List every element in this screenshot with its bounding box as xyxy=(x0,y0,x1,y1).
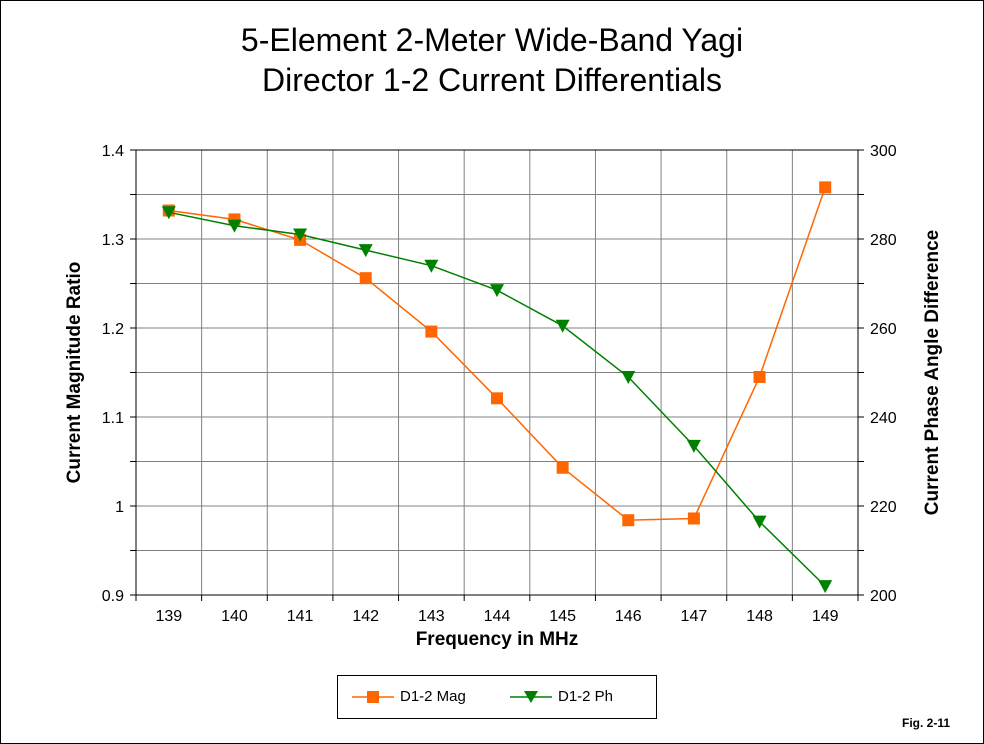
legend-swatch-mag xyxy=(352,691,394,703)
x-tick-label: 149 xyxy=(812,608,839,625)
y2-axis-label: Current Phase Angle Difference xyxy=(922,230,943,515)
data-point-mag xyxy=(819,181,832,194)
y-tick-label: 1.2 xyxy=(102,321,124,338)
y-tick-label: 1.4 xyxy=(102,143,124,160)
data-point-ph xyxy=(161,206,176,220)
data-point-mag xyxy=(556,461,569,474)
data-point-ph xyxy=(358,244,373,258)
y-tick-label: 1.1 xyxy=(102,410,124,427)
data-point-mag xyxy=(753,370,766,383)
data-point-mag xyxy=(687,512,700,525)
data-point-mag xyxy=(491,392,503,405)
data-point-ph xyxy=(621,370,636,384)
figure-label: Fig. 2-11 xyxy=(902,716,951,730)
x-tick-label: 143 xyxy=(418,608,445,625)
x-tick-label: 146 xyxy=(615,608,642,625)
y2-tick-label: 240 xyxy=(870,410,897,427)
x-tick-label: 145 xyxy=(549,608,576,625)
y2-tick-label: 280 xyxy=(870,232,897,249)
legend-label-mag: D1-2 Mag xyxy=(400,688,466,705)
y2-tick-label: 300 xyxy=(870,143,897,160)
y-tick-label: 1.3 xyxy=(102,232,124,249)
data-point-ph xyxy=(686,439,701,453)
data-point-mag xyxy=(622,514,635,527)
y-tick-label: 1 xyxy=(115,499,124,516)
legend-label-ph: D1-2 Ph xyxy=(558,688,614,705)
chart-title: 5-Element 2-Meter Wide-Band Yagi xyxy=(240,22,744,58)
y2-tick-label: 220 xyxy=(870,499,897,516)
legend: D1-2 Mag D1-2 Ph xyxy=(337,675,657,719)
data-point-ph xyxy=(752,515,767,529)
x-axis-label: Frequency in MHz xyxy=(416,629,579,650)
data-point-mag xyxy=(359,272,372,285)
y2-tick-label: 260 xyxy=(870,321,897,338)
data-point-ph xyxy=(818,580,833,594)
y2-tick-label: 200 xyxy=(870,588,897,605)
chart-subtitle: Director 1-2 Current Differentials xyxy=(261,62,722,98)
data-point-ph xyxy=(490,284,504,298)
y-axis-label: Current Magnitude Ratio xyxy=(64,262,85,484)
x-tick-label: 144 xyxy=(484,608,511,625)
data-point-ph xyxy=(555,319,570,333)
y-tick-label: 0.9 xyxy=(102,588,124,605)
x-tick-label: 139 xyxy=(155,608,182,625)
data-point-ph xyxy=(227,219,242,233)
legend-swatch-ph xyxy=(510,691,552,703)
x-tick-label: 140 xyxy=(221,608,248,625)
x-tick-label: 142 xyxy=(352,608,379,625)
data-point-ph xyxy=(293,228,308,242)
x-tick-label: 141 xyxy=(287,608,314,625)
data-point-ph xyxy=(424,259,439,273)
data-point-mag xyxy=(425,325,438,338)
x-tick-label: 147 xyxy=(681,608,708,625)
x-tick-label: 148 xyxy=(746,608,773,625)
